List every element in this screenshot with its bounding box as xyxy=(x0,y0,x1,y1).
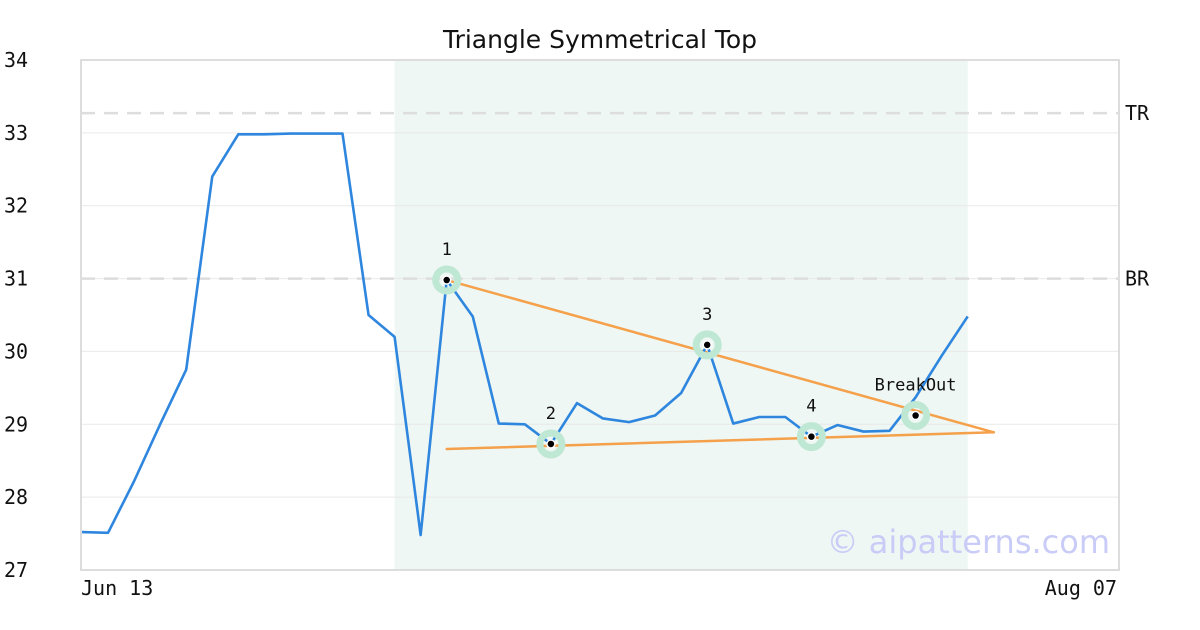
key-point-label: 1 xyxy=(442,240,452,260)
key-point-ring xyxy=(432,265,462,295)
key-point-label: BreakOut xyxy=(875,376,957,396)
key-point-label: 4 xyxy=(806,397,816,417)
key-point-marker xyxy=(546,439,556,449)
key-point-ring xyxy=(692,330,722,360)
y-tick-label: 31 xyxy=(4,267,28,291)
watermark: © aipatterns.com xyxy=(827,523,1110,561)
reference-lines: TR BR xyxy=(81,101,1150,291)
x-axis-ticks: Jun 13 Aug 07 xyxy=(81,576,1117,600)
key-point-marker xyxy=(910,410,921,421)
key-point-label: 2 xyxy=(546,404,556,424)
trend-line-upper xyxy=(445,278,995,434)
key-point-ring xyxy=(901,401,931,431)
key-points: 1 2 3 4 BreakOut xyxy=(432,240,957,459)
x-tick-label: Aug 07 xyxy=(1045,576,1117,600)
key-point-marker xyxy=(806,431,817,442)
pattern-window-highlight xyxy=(394,61,968,569)
y-tick-label: 29 xyxy=(4,412,28,436)
chart-title: Triangle Symmetrical Top xyxy=(442,25,757,54)
reference-label-br: BR xyxy=(1125,267,1150,291)
key-point-marker xyxy=(441,275,452,285)
reference-label-tr: TR xyxy=(1125,101,1150,125)
y-axis-ticks: 27 28 29 30 31 32 33 34 xyxy=(4,48,28,582)
y-tick-label: 28 xyxy=(4,485,28,509)
key-point-label: 3 xyxy=(702,305,712,325)
key-point-marker xyxy=(702,340,712,350)
key-point-ring xyxy=(796,422,826,452)
y-tick-label: 34 xyxy=(4,48,28,72)
y-tick-label: 27 xyxy=(4,558,28,582)
y-tick-label: 30 xyxy=(4,339,28,363)
x-tick-label: Jun 13 xyxy=(81,576,153,600)
y-tick-label: 32 xyxy=(4,194,28,218)
y-tick-label: 33 xyxy=(4,121,28,145)
plot-frame xyxy=(80,59,1120,571)
key-point-ring xyxy=(536,429,566,459)
